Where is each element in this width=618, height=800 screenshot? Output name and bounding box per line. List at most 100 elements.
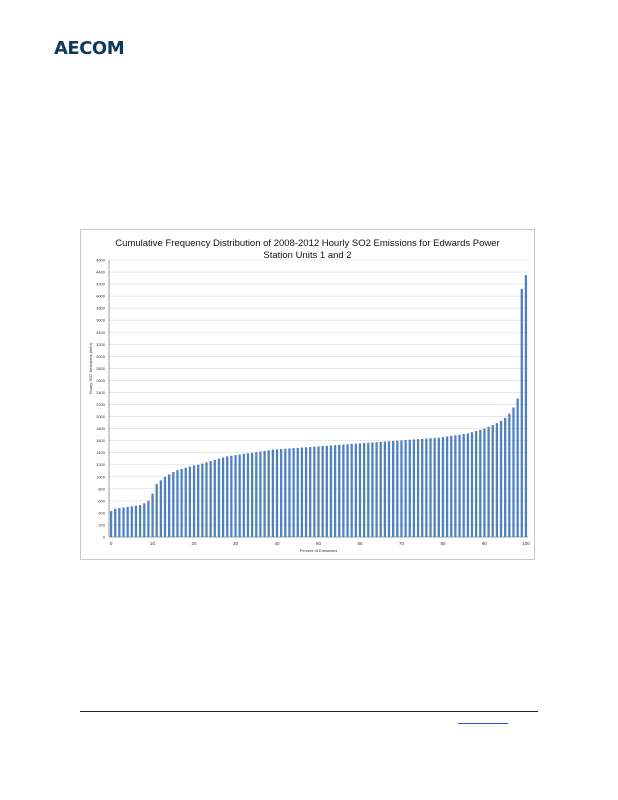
bar <box>437 437 440 537</box>
chart-container: 0 200 400 600 800 1000 1200 1400 1600 1800 2000 220… <box>80 229 535 560</box>
bar <box>296 447 299 537</box>
bar <box>304 447 308 537</box>
y-tick-label: 3000 <box>96 354 106 359</box>
aecom-logo: AECOM <box>54 38 125 59</box>
bar <box>342 444 345 537</box>
bar <box>329 445 333 537</box>
bar <box>122 507 125 537</box>
bar <box>321 446 324 537</box>
bar <box>441 437 445 537</box>
x-tick-label: 70 <box>399 541 405 546</box>
bar <box>350 443 353 537</box>
y-tick-label: 4600 <box>96 258 106 263</box>
bar <box>450 435 453 537</box>
bar <box>292 448 295 537</box>
bar <box>371 442 374 537</box>
x-tick-label: 80 <box>440 541 446 546</box>
bar <box>250 452 254 537</box>
bar <box>234 455 237 537</box>
bar <box>483 428 486 537</box>
bar <box>354 443 357 537</box>
bar <box>201 463 204 537</box>
bar <box>226 456 229 537</box>
x-tick-label: 30 <box>233 541 239 546</box>
footer-divider <box>80 711 538 712</box>
y-axis-label: Hourly SO2 Emissions (lb/hr) <box>88 342 93 394</box>
bar <box>387 441 391 537</box>
bar <box>267 450 270 537</box>
y-tick-label: 0 <box>103 535 106 540</box>
bar <box>255 452 258 537</box>
bar <box>138 505 142 537</box>
bar <box>176 470 179 537</box>
bar <box>184 467 187 537</box>
bar <box>126 506 129 537</box>
bar <box>520 288 523 537</box>
bar <box>259 451 262 537</box>
y-tick-label: 4000 <box>96 294 106 299</box>
bar <box>275 449 279 537</box>
bar <box>242 453 245 537</box>
bar <box>134 505 138 537</box>
y-tick-label: 800 <box>98 486 105 491</box>
bar <box>280 449 283 537</box>
bar <box>412 439 416 537</box>
y-tick-label: 4400 <box>96 270 106 275</box>
bar <box>284 448 287 537</box>
chart-title-line-1: Cumulative Frequency Distribution of 200… <box>115 238 500 249</box>
x-tick-label: 100 <box>522 541 530 546</box>
bar <box>421 438 424 537</box>
x-tick-label: 10 <box>150 541 156 546</box>
bar <box>130 506 133 537</box>
bar <box>416 439 420 537</box>
bar <box>524 275 528 537</box>
bar <box>404 440 407 537</box>
bar <box>516 398 519 537</box>
bar <box>346 444 349 537</box>
bar <box>487 426 490 537</box>
bar <box>163 476 167 537</box>
bar <box>151 493 154 537</box>
bar <box>168 474 171 537</box>
bar <box>367 442 370 537</box>
bar <box>470 432 474 537</box>
y-tick-label: 2200 <box>96 402 106 407</box>
bar <box>114 508 117 537</box>
y-tick-label: 3400 <box>96 330 106 335</box>
bar <box>230 455 233 537</box>
bar <box>458 434 461 537</box>
y-tick-label: 600 <box>98 498 105 503</box>
y-tick-label: 3200 <box>96 342 106 347</box>
bar <box>288 448 291 537</box>
bar <box>155 484 158 537</box>
bar <box>238 454 241 537</box>
bar <box>491 424 494 537</box>
bar <box>495 423 499 537</box>
bar <box>197 464 200 537</box>
bar <box>429 438 432 537</box>
bar-chart: 0200400600800100012001400160018002000220… <box>88 258 530 554</box>
bar <box>271 449 275 537</box>
bar <box>379 441 382 537</box>
y-tick-label: 400 <box>98 510 105 515</box>
bar <box>192 465 196 537</box>
bar <box>445 436 449 537</box>
footer-link[interactable] <box>458 716 508 724</box>
bar <box>375 442 378 537</box>
bar <box>383 441 387 537</box>
bar <box>147 500 150 537</box>
y-tick-label: 200 <box>98 522 105 527</box>
bar <box>454 435 457 537</box>
bar <box>205 462 208 537</box>
bar <box>309 446 312 537</box>
bar <box>188 466 192 537</box>
x-tick-label: 60 <box>357 541 363 546</box>
x-tick-label: 50 <box>316 541 322 546</box>
y-tick-label: 3600 <box>96 318 106 323</box>
bar <box>479 429 482 537</box>
bar <box>300 447 304 537</box>
bar <box>400 440 403 537</box>
y-tick-label: 1400 <box>96 450 106 455</box>
x-tick-label: 40 <box>275 541 281 546</box>
bar <box>504 417 507 537</box>
